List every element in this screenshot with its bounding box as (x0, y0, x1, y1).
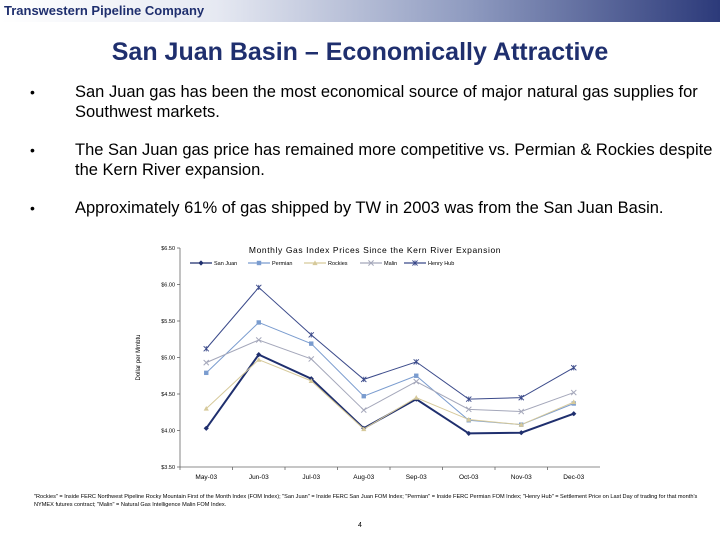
bullet-text: Approximately 61% of gas shipped by TW i… (75, 199, 664, 217)
x-tick-label: Sep-03 (406, 474, 427, 481)
bullet-item: • Approximately 61% of gas shipped by TW… (30, 198, 720, 218)
bullet-dot-icon: • (30, 84, 35, 100)
data-point (465, 406, 472, 413)
series-line (205, 359, 574, 430)
data-point (309, 341, 314, 346)
page-number: 4 (358, 522, 362, 529)
data-point (308, 378, 314, 383)
data-point (571, 411, 577, 417)
data-point (255, 337, 262, 343)
x-tick-label: May-03 (195, 474, 217, 481)
bullet-item: • The San Juan gas price has remained mo… (30, 140, 720, 180)
data-point (256, 351, 262, 358)
company-name: Transwestern Pipeline Company (4, 3, 205, 18)
data-point (413, 378, 420, 385)
header-bar (0, 0, 720, 22)
series-line (205, 353, 575, 435)
series-line (205, 286, 574, 400)
bullet-item: • San Juan gas has been the most economi… (30, 82, 720, 122)
data-point (571, 399, 577, 405)
legend-marker (368, 260, 374, 266)
chart-title: Monthly Gas Index Prices Since the Kern … (249, 245, 501, 255)
data-point (361, 393, 366, 399)
legend-label: Permian (272, 261, 292, 267)
x-tick-label: Nov-03 (511, 474, 532, 481)
legend-marker (412, 260, 418, 266)
bullet-dot-icon: • (30, 200, 35, 216)
legend-marker (312, 260, 318, 266)
data-point (413, 358, 420, 365)
gas-price-chart: $3.50 $4.00 $4.50 $5.00 $5.50 $6.00 $6.50 May-0… (136, 245, 600, 481)
chart-footnote: "Rockies" = Inside FERC Northwest Pipeli… (34, 494, 698, 508)
legend-label: Malin (384, 261, 397, 267)
data-point (570, 389, 577, 396)
legend-label: San Juan (214, 261, 237, 267)
data-point (465, 396, 472, 403)
series-line (206, 339, 574, 413)
data-point (466, 416, 472, 422)
data-point (203, 425, 209, 431)
y-tick-label: $5.50 (161, 319, 175, 325)
legend-label: Henry Hub (428, 261, 454, 267)
legend-label: Rockies (328, 261, 348, 267)
data-point (518, 422, 524, 427)
data-point (414, 373, 419, 378)
y-tick-label: $4.50 (161, 392, 175, 398)
data-point (256, 320, 261, 325)
y-tick-label: $6.50 (161, 246, 175, 252)
data-point (518, 408, 525, 415)
bullet-list: • San Juan gas has been the most economi… (30, 82, 720, 218)
data-point (308, 331, 315, 338)
x-tick-label: Aug-03 (353, 474, 374, 481)
data-point (255, 284, 262, 291)
y-tick-label: $5.00 (161, 356, 175, 362)
bullet-text: San Juan gas has been the most economica… (75, 83, 698, 121)
bullet-dot-icon: • (30, 142, 35, 158)
legend-marker (256, 260, 262, 266)
data-point (360, 407, 367, 414)
bullet-text: The San Juan gas price has remained more… (75, 141, 713, 179)
x-tick-label: Oct-03 (459, 474, 479, 481)
x-tick-label: Dec-03 (563, 474, 584, 481)
data-point (360, 376, 367, 383)
data-point (518, 394, 525, 401)
slide-title: San Juan Basin – Economically Attractive (111, 38, 609, 66)
data-point (203, 345, 210, 352)
data-point (361, 426, 367, 432)
x-tick-label: Jun-03 (249, 474, 269, 481)
data-point (308, 356, 315, 362)
y-tick-label: $4.00 (161, 429, 175, 435)
y-tick-label: $3.50 (161, 465, 175, 471)
legend-marker (198, 260, 204, 266)
x-tick-label: Jul-03 (302, 474, 320, 481)
data-point (570, 364, 577, 371)
data-point (204, 370, 209, 376)
data-point (518, 430, 524, 436)
y-axis-label: Dollar per Mmbtu (136, 334, 142, 380)
data-point (413, 395, 419, 400)
data-point (203, 359, 210, 366)
data-point (256, 357, 262, 362)
y-tick-label: $6.00 (161, 283, 175, 289)
data-point (203, 406, 209, 411)
